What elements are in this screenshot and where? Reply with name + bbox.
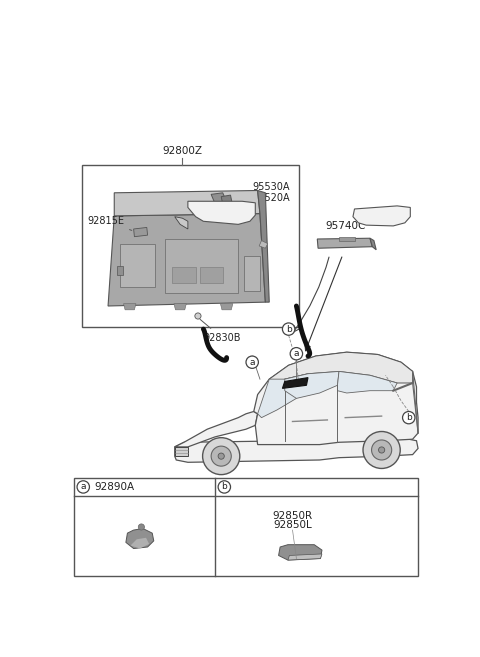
Bar [339,237,355,240]
Text: a: a [81,482,86,491]
Text: 95740C: 95740C [325,221,365,231]
Polygon shape [258,191,269,302]
Bar [165,239,238,293]
Polygon shape [175,439,418,463]
Circle shape [290,348,302,360]
Bar [82,165,299,327]
Polygon shape [108,214,265,306]
Bar [74,478,418,576]
Polygon shape [353,206,410,226]
Circle shape [77,481,89,493]
Text: a: a [250,357,255,367]
Circle shape [403,411,415,424]
Circle shape [211,446,231,466]
Polygon shape [174,304,186,310]
Text: 92890A: 92890A [94,482,134,492]
Text: 92850R: 92850R [273,511,312,521]
Polygon shape [211,193,227,204]
Circle shape [246,356,258,369]
Polygon shape [254,352,418,445]
Text: 95520A: 95520A [229,193,290,208]
Text: b: b [406,413,412,422]
Polygon shape [337,371,397,393]
Text: 92800Z: 92800Z [162,146,203,156]
Bar [120,244,156,286]
Polygon shape [219,203,232,214]
Circle shape [138,524,144,530]
Polygon shape [114,191,260,216]
Bar [172,267,196,283]
Polygon shape [126,528,154,549]
Polygon shape [288,554,322,560]
Polygon shape [221,195,232,204]
Text: b: b [221,482,227,491]
Circle shape [195,313,201,319]
Polygon shape [370,238,376,250]
Polygon shape [123,304,136,310]
Bar [200,267,223,283]
Text: a: a [294,350,299,358]
Polygon shape [258,374,308,418]
Polygon shape [259,240,268,248]
Circle shape [379,447,385,453]
Text: 92815E: 92815E [87,216,132,231]
Text: 95530A: 95530A [228,181,290,198]
Circle shape [282,323,295,335]
Text: b: b [286,325,291,334]
Polygon shape [175,217,188,229]
Polygon shape [269,352,413,387]
Text: 92850L: 92850L [273,520,312,530]
Bar [117,266,123,275]
Circle shape [363,432,400,468]
Polygon shape [278,545,322,560]
Polygon shape [317,238,372,248]
Polygon shape [133,227,147,237]
Polygon shape [285,371,339,398]
Circle shape [203,438,240,474]
Polygon shape [188,201,255,225]
Polygon shape [175,411,258,447]
Bar [244,256,260,290]
Polygon shape [282,378,308,388]
Polygon shape [220,304,233,310]
Polygon shape [131,538,149,549]
Circle shape [218,481,230,493]
Circle shape [372,440,392,460]
Circle shape [218,453,224,459]
Polygon shape [175,447,188,456]
Text: 92830B: 92830B [200,319,241,343]
